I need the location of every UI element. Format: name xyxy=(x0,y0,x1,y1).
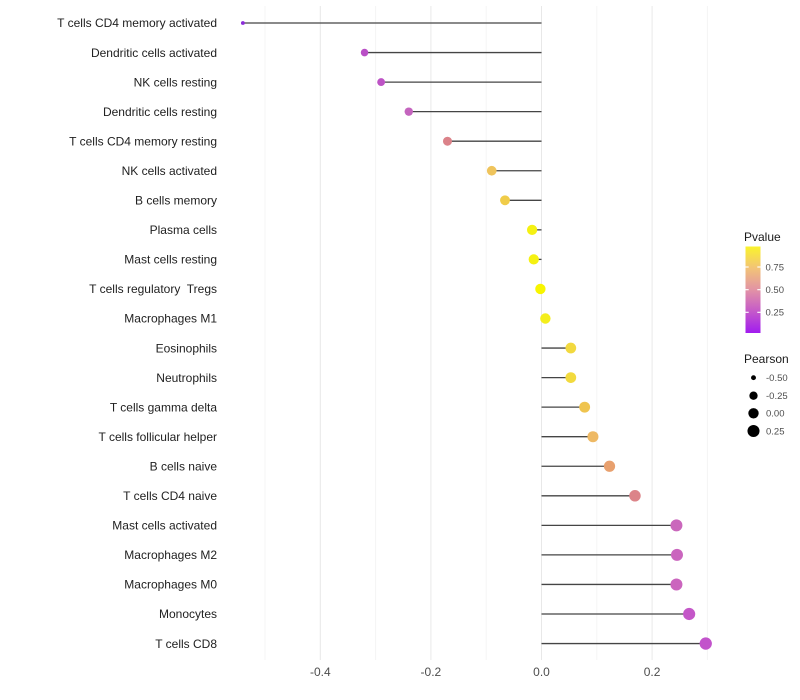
category-label: Mast cells resting xyxy=(124,253,217,267)
data-point xyxy=(528,254,539,265)
category-label: Monocytes xyxy=(159,607,217,621)
category-label: Dendritic cells resting xyxy=(103,105,217,119)
pvalue-colorbar-labels: 0.75 0.50 0.25 xyxy=(766,262,785,318)
data-point xyxy=(587,431,599,443)
category-label: T cells CD8 xyxy=(155,637,217,651)
pearson-legend-label: -0.25 xyxy=(766,391,788,402)
pearson-legend-dot xyxy=(748,408,759,419)
category-label: Macrophages M0 xyxy=(124,578,217,592)
legend-panel: Pvalue 0.75 0.50 0.25 Pearson -0.50 -0.25 0.… xyxy=(744,230,789,437)
x-tick-label: 0.0 xyxy=(533,665,550,679)
pvalue-colorbar-ticks xyxy=(745,266,761,313)
category-label: T cells regulatory Tregs xyxy=(89,282,217,296)
gridlines-minor xyxy=(264,6,708,660)
data-point xyxy=(565,372,577,383)
pearson-legend-title: Pearson xyxy=(744,352,789,366)
lollipop-dots xyxy=(240,21,712,650)
gridlines-major xyxy=(319,6,653,660)
colorbar-tick-label: 0.25 xyxy=(766,308,785,319)
data-point xyxy=(603,460,616,472)
category-label: T cells gamma delta xyxy=(110,400,217,414)
colorbar-tick-label: 0.50 xyxy=(766,285,785,296)
data-point xyxy=(500,195,510,206)
data-point xyxy=(526,224,538,235)
category-label: Eosinophils xyxy=(156,341,217,355)
pearson-legend-dot xyxy=(751,375,756,381)
data-point xyxy=(565,342,577,354)
category-label: Macrophages M1 xyxy=(124,312,217,326)
data-point xyxy=(404,107,413,116)
data-point xyxy=(670,519,683,532)
category-label: B cells memory xyxy=(135,194,217,208)
category-label: Dendritic cells activated xyxy=(91,46,217,60)
category-label: Macrophages M2 xyxy=(124,548,217,562)
pearson-legend-label: -0.50 xyxy=(766,373,788,384)
pearson-legend-label: 0.00 xyxy=(766,409,785,420)
category-label: Mast cells activated xyxy=(112,519,217,533)
category-label: Neutrophils xyxy=(156,371,217,385)
pearson-legend-label: 0.25 xyxy=(766,426,785,437)
y-axis-labels: T cells CD4 memory activated Dendritic ce… xyxy=(57,16,217,651)
data-point xyxy=(535,283,546,295)
x-tick-label: -0.4 xyxy=(310,665,331,679)
pvalue-legend-title: Pvalue xyxy=(744,230,781,244)
pearson-legend-dot xyxy=(749,391,758,400)
data-point xyxy=(670,578,683,591)
x-axis-tick-labels: -0.4 -0.2 0.0 0.2 xyxy=(310,665,661,679)
pvalue-colorbar xyxy=(745,246,761,333)
category-label: NK cells activated xyxy=(122,164,217,178)
category-label: NK cells resting xyxy=(134,75,217,89)
data-point xyxy=(240,21,245,25)
category-label: T cells CD4 memory activated xyxy=(57,16,217,30)
colorbar-tick-label: 0.75 xyxy=(766,262,785,273)
x-tick-label: 0.2 xyxy=(644,665,661,679)
data-point xyxy=(629,490,641,502)
data-point xyxy=(486,165,497,176)
data-point xyxy=(699,637,712,650)
data-point xyxy=(442,136,452,146)
data-point xyxy=(579,401,591,413)
category-label: Plasma cells xyxy=(150,223,217,237)
pearson-size-legend-items: -0.50 -0.25 0.00 0.25 xyxy=(747,373,788,438)
category-label: B cells naive xyxy=(150,459,218,473)
pearson-legend-dot xyxy=(747,424,760,438)
data-point xyxy=(540,313,551,324)
category-label: T cells CD4 naive xyxy=(123,489,217,503)
data-point xyxy=(683,607,696,621)
category-label: T cells follicular helper xyxy=(99,430,218,444)
lollipop-stems xyxy=(242,22,706,645)
data-point xyxy=(360,48,369,57)
data-point xyxy=(377,78,386,87)
category-label: T cells CD4 memory resting xyxy=(69,134,217,148)
x-tick-label: -0.2 xyxy=(421,665,442,679)
data-point xyxy=(670,548,683,561)
